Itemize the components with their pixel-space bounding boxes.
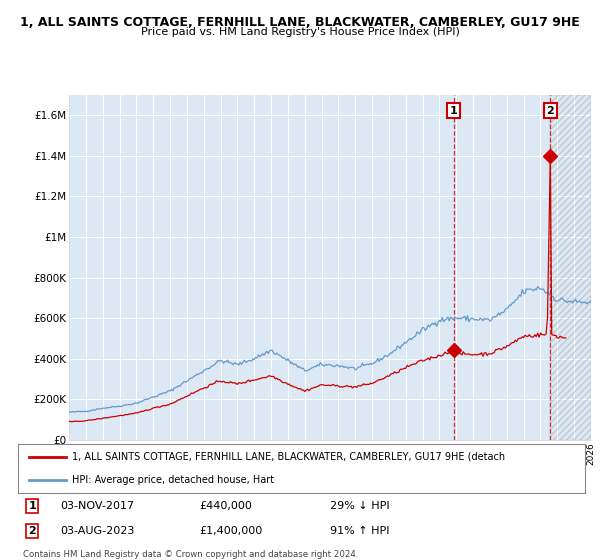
Text: 1, ALL SAINTS COTTAGE, FERNHILL LANE, BLACKWATER, CAMBERLEY, GU17 9HE: 1, ALL SAINTS COTTAGE, FERNHILL LANE, BL… [20, 16, 580, 29]
Text: Price paid vs. HM Land Registry's House Price Index (HPI): Price paid vs. HM Land Registry's House … [140, 27, 460, 37]
Text: 1: 1 [28, 501, 36, 511]
Text: 91% ↑ HPI: 91% ↑ HPI [330, 526, 389, 536]
Text: 1, ALL SAINTS COTTAGE, FERNHILL LANE, BLACKWATER, CAMBERLEY, GU17 9HE (detach: 1, ALL SAINTS COTTAGE, FERNHILL LANE, BL… [72, 452, 505, 462]
Bar [550, 95, 591, 440]
Text: 03-AUG-2023: 03-AUG-2023 [61, 526, 135, 536]
Text: 03-NOV-2017: 03-NOV-2017 [61, 501, 134, 511]
Text: 2: 2 [28, 526, 36, 536]
Text: 29% ↓ HPI: 29% ↓ HPI [330, 501, 389, 511]
Text: 1: 1 [450, 105, 457, 115]
Bar [550, 95, 591, 440]
Bar [69, 95, 550, 440]
Text: £1,400,000: £1,400,000 [199, 526, 263, 536]
Text: HPI: Average price, detached house, Hart: HPI: Average price, detached house, Hart [72, 475, 274, 486]
Text: Contains HM Land Registry data © Crown copyright and database right 2024.
This d: Contains HM Land Registry data © Crown c… [23, 550, 358, 560]
Text: £440,000: £440,000 [199, 501, 253, 511]
Text: 2: 2 [547, 105, 554, 115]
